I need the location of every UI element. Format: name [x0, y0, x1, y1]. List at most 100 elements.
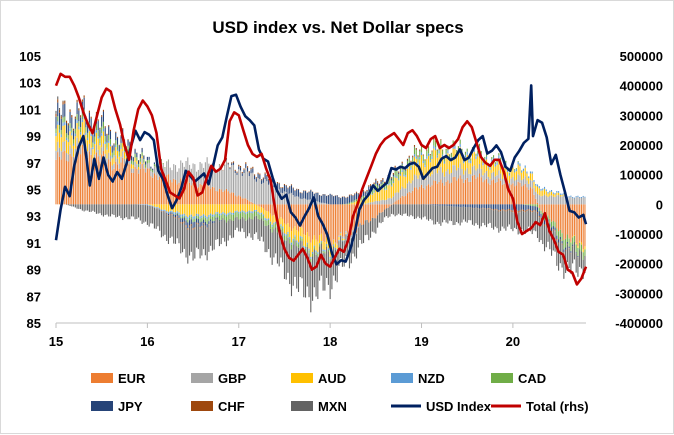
bar-jpy-w100	[231, 163, 232, 165]
bar-mxn-w48	[140, 205, 141, 221]
bar-gbp-w19	[89, 144, 90, 151]
bar-jpy-w230	[460, 204, 461, 207]
bar-cad-w269	[528, 204, 529, 205]
bar-nzd-w294	[572, 197, 573, 198]
bar-nzd-w69	[177, 211, 178, 213]
bar-mxn-w50	[143, 205, 144, 223]
bar-chf-w6	[66, 121, 67, 123]
bar-jpy-w184	[379, 185, 380, 187]
bar-mxn-w87	[208, 225, 209, 252]
bar-gbp-w233	[465, 170, 466, 179]
bar-jpy-w120	[266, 176, 267, 181]
bar-aud-w200	[407, 169, 408, 184]
bar-nzd-w239	[475, 156, 476, 159]
bar-cad-w262	[516, 168, 517, 169]
bar-nzd-w197	[402, 170, 403, 172]
bar-cad-w230	[460, 140, 461, 144]
bar-gbp-w230	[460, 163, 461, 175]
bar-cad-w87	[208, 217, 209, 221]
bar-aud-w59	[159, 204, 160, 208]
bar-jpy-w217	[437, 204, 438, 205]
bar-cad-w46	[136, 157, 137, 161]
bar-cad-w85	[205, 218, 206, 222]
bar-aud-w64	[168, 204, 169, 212]
bar-eur-w238	[474, 175, 475, 204]
bar-mxn-w134	[291, 249, 292, 296]
bar-chf-w119	[265, 172, 266, 173]
bar-nzd-w190	[389, 183, 390, 184]
bar-mxn-w182	[375, 218, 376, 233]
bar-aud-w85	[205, 204, 206, 215]
bar-gbp-w187	[384, 200, 385, 204]
bar-gbp-w185	[381, 200, 382, 204]
bar-jpy-w50	[143, 156, 144, 160]
bar-nzd-w1	[57, 121, 58, 124]
bar-aud-w6	[66, 140, 67, 153]
bar-mxn-w190	[389, 206, 390, 216]
bar-mxn-w41	[128, 204, 129, 219]
bar-eur-w130	[284, 204, 285, 223]
bar-eur-w0	[55, 160, 56, 205]
bar-nzd-w54	[150, 205, 151, 206]
bar-chf-w85	[205, 226, 206, 227]
bar-gbp-w237	[472, 166, 473, 176]
bar-cad-w61	[163, 163, 164, 164]
bar-mxn-w53	[149, 206, 150, 227]
bar-chf-w254	[502, 209, 503, 210]
bar-eur-w118	[263, 204, 264, 208]
bar-gbp-w30	[108, 153, 109, 159]
bar-aud-w113	[254, 204, 255, 210]
bar-cad-w168	[351, 202, 352, 203]
bar-nzd-w194	[396, 177, 397, 179]
bar-nzd-w271	[532, 172, 533, 174]
bar-eur-w108	[245, 198, 246, 204]
bar-aud-w60	[161, 204, 162, 209]
bar-cad-w35	[117, 145, 118, 150]
bar-eur-w53	[149, 169, 150, 205]
bar-eur-w41	[128, 163, 129, 204]
bar-eur-w40	[126, 168, 127, 204]
bar-jpy-w229	[458, 204, 459, 207]
bar-nzd-w33	[113, 155, 114, 156]
bar-nzd-w94	[221, 213, 222, 215]
bar-cad-w5	[64, 117, 65, 122]
bar-aud-w96	[224, 204, 225, 213]
bar-aud-w44	[133, 165, 134, 169]
bar-nzd-w62	[164, 210, 165, 211]
bar-aud-w243	[482, 165, 483, 175]
bar-jpy-w182	[375, 180, 376, 184]
bar-chf-w68	[175, 217, 176, 218]
bar-cad-w24	[98, 130, 99, 136]
bar-gbp-w102	[235, 173, 236, 196]
bar-nzd-w57	[156, 207, 157, 208]
bar-aud-w30	[108, 143, 109, 153]
bar-chf-w30	[108, 125, 109, 126]
bar-eur-w244	[484, 180, 485, 204]
bar-mxn-w25	[99, 204, 100, 213]
bar-mxn-w27	[103, 204, 104, 216]
bar-gbp-w223	[447, 169, 448, 180]
bar-jpy-w48	[140, 154, 141, 158]
bar-jpy-w199	[405, 170, 406, 171]
bar-eur-w252	[498, 178, 499, 204]
bar-nzd-w198	[403, 175, 404, 177]
bar-mxn-w193	[395, 204, 396, 216]
bar-jpy-w233	[465, 204, 466, 207]
bar-mxn-w18	[87, 204, 88, 210]
bar-jpy-w141	[303, 191, 304, 199]
bar-cad-w2	[59, 125, 60, 130]
bar-jpy-w165	[345, 198, 346, 204]
bar-nzd-w147	[314, 246, 315, 247]
bar-jpy-w264	[519, 204, 520, 210]
bar-aud-w274	[537, 187, 538, 194]
bar-eur-w214	[432, 185, 433, 204]
bar-cad-w151	[321, 242, 322, 244]
bar-aud-w133	[289, 227, 290, 237]
bar-eur-w276	[540, 204, 541, 210]
bar-cad-w148	[316, 252, 317, 254]
bar-chf-w257	[507, 209, 508, 210]
bar-eur-w164	[344, 204, 345, 236]
bar-jpy-w109	[247, 168, 248, 172]
